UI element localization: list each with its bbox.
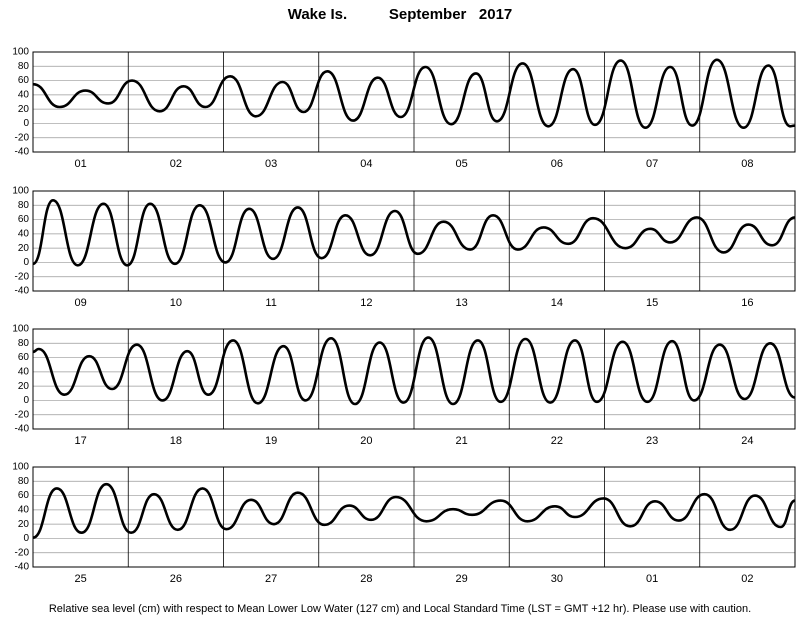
y-tick-label: 20 <box>18 519 30 530</box>
x-tick-label: 24 <box>741 435 753 447</box>
x-tick-label: 25 <box>75 573 87 585</box>
chart-title: Wake Is. September 2017 <box>288 6 513 23</box>
y-tick-label: 40 <box>18 228 30 239</box>
x-tick-label: 18 <box>170 435 182 447</box>
x-tick-label: 29 <box>456 573 468 585</box>
y-tick-label: 60 <box>18 75 30 86</box>
x-tick-label: 19 <box>265 435 277 447</box>
y-tick-label: -40 <box>15 286 30 297</box>
x-tick-label: 01 <box>646 573 658 585</box>
tide-line <box>32 336 796 406</box>
y-tick-label: -20 <box>15 271 30 282</box>
y-tick-label: -40 <box>15 147 30 158</box>
x-tick-label: 02 <box>741 573 753 585</box>
y-tick-label: 100 <box>12 462 29 473</box>
y-tick-label: 20 <box>18 104 30 115</box>
y-tick-label: -20 <box>15 547 30 558</box>
x-tick-label: 22 <box>551 435 563 447</box>
x-tick-label: 08 <box>741 158 753 170</box>
x-tick-label: 27 <box>265 573 277 585</box>
y-tick-label: 0 <box>23 257 29 268</box>
x-tick-label: 10 <box>170 297 182 309</box>
y-tick-label: 40 <box>18 504 30 515</box>
x-tick-label: 06 <box>551 158 563 170</box>
y-tick-label: 80 <box>18 200 30 211</box>
x-tick-label: 01 <box>75 158 87 170</box>
y-tick-label: 100 <box>12 47 29 58</box>
y-tick-label: 0 <box>23 533 29 544</box>
y-tick-label: 60 <box>18 490 30 501</box>
x-tick-label: 15 <box>646 297 658 309</box>
y-tick-label: 80 <box>18 61 30 72</box>
x-tick-label: 16 <box>741 297 753 309</box>
y-tick-label: 80 <box>18 476 30 487</box>
x-tick-label: 13 <box>456 297 468 309</box>
tide-line <box>32 198 796 267</box>
y-tick-label: 0 <box>23 118 29 129</box>
x-tick-label: 17 <box>75 435 87 447</box>
x-tick-label: 21 <box>456 435 468 447</box>
x-tick-label: 28 <box>360 573 372 585</box>
x-tick-label: 07 <box>646 158 658 170</box>
x-tick-label: 02 <box>170 158 182 170</box>
x-tick-label: 05 <box>456 158 468 170</box>
y-tick-label: -40 <box>15 424 30 435</box>
x-tick-label: 26 <box>170 573 182 585</box>
tide-line <box>32 482 796 540</box>
x-tick-label: 20 <box>360 435 372 447</box>
panel-frame <box>32 190 796 292</box>
x-tick-label: 03 <box>265 158 277 170</box>
x-tick-label: 30 <box>551 573 563 585</box>
panel-frame <box>32 51 796 153</box>
y-tick-label: -40 <box>15 562 30 573</box>
y-tick-label: 40 <box>18 89 30 100</box>
y-tick-label: 100 <box>12 186 29 197</box>
x-tick-label: 14 <box>551 297 563 309</box>
y-tick-label: 0 <box>23 395 29 406</box>
y-tick-label: 20 <box>18 243 30 254</box>
footnote: Relative sea level (cm) with respect to … <box>49 603 751 615</box>
x-tick-label: 12 <box>360 297 372 309</box>
y-tick-label: 80 <box>18 338 30 349</box>
y-tick-label: -20 <box>15 132 30 143</box>
y-tick-label: 60 <box>18 214 30 225</box>
y-tick-label: 60 <box>18 352 30 363</box>
y-tick-label: 40 <box>18 366 30 377</box>
x-tick-label: 23 <box>646 435 658 447</box>
y-tick-label: -20 <box>15 409 30 420</box>
panel-frame <box>32 466 796 568</box>
x-tick-label: 04 <box>360 158 372 170</box>
panel-frame <box>32 328 796 430</box>
y-tick-label: 100 <box>12 324 29 335</box>
tide-line <box>32 58 796 130</box>
x-tick-label: 09 <box>75 297 87 309</box>
x-tick-label: 11 <box>265 297 276 309</box>
y-tick-label: 20 <box>18 381 30 392</box>
